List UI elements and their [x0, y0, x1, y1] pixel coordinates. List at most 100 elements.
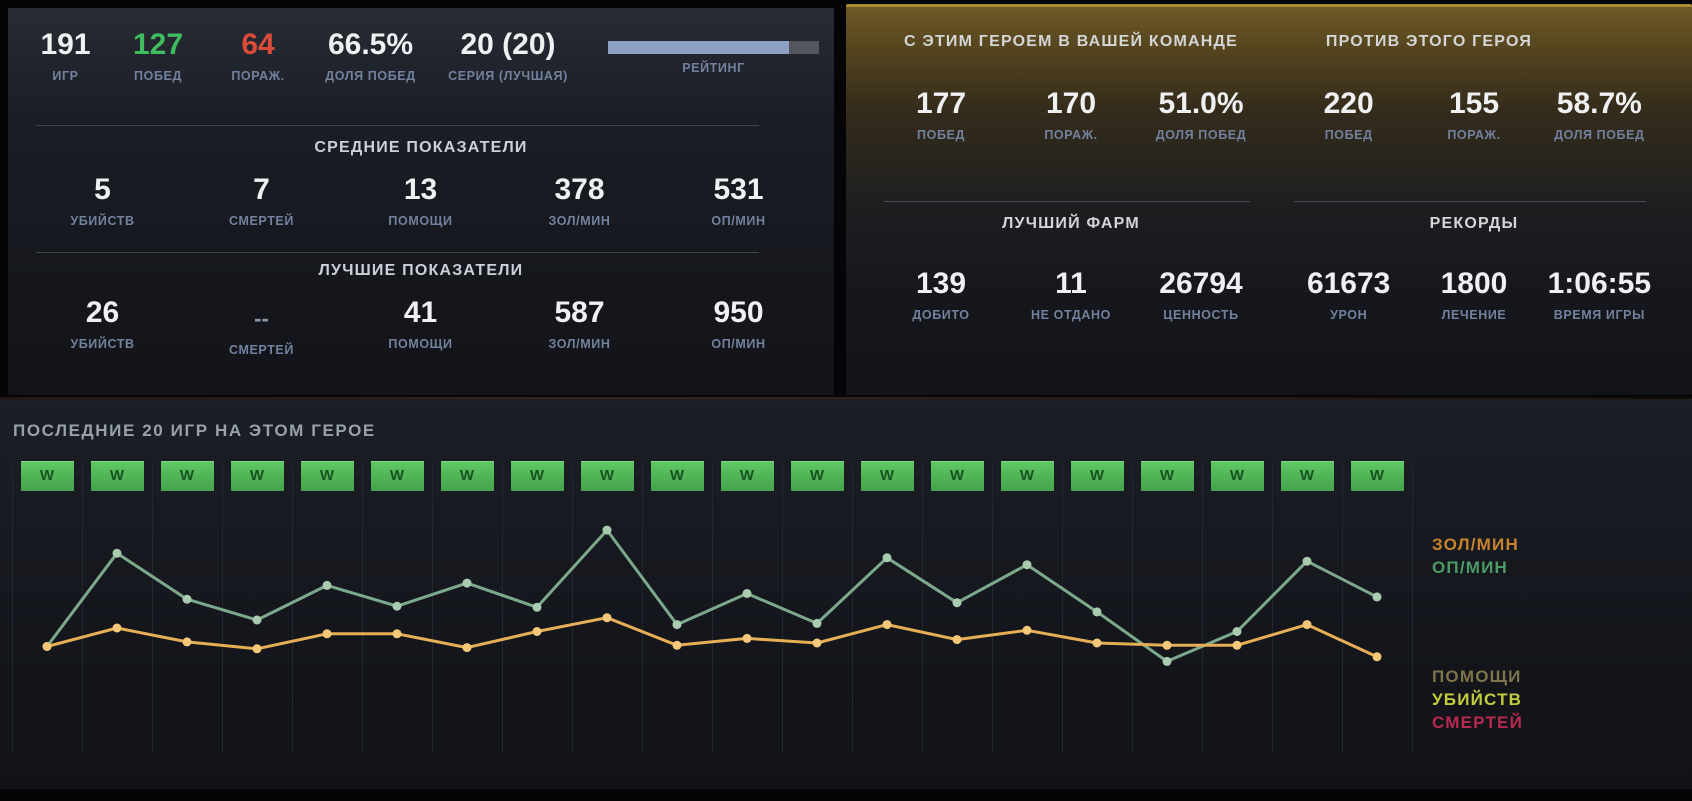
stat-games: 191 ИГР — [23, 28, 108, 83]
stat-label: ДОЛЯ ПОБЕД — [325, 69, 416, 83]
win-box[interactable]: W — [300, 461, 354, 491]
series-point — [602, 613, 612, 623]
divider — [36, 125, 759, 126]
series-point — [392, 629, 402, 639]
stat-avg-assists: 13 ПОМОЩИ — [388, 173, 453, 228]
win-box[interactable]: W — [440, 461, 494, 491]
series-point — [602, 525, 612, 535]
series-point — [252, 615, 262, 625]
win-box[interactable]: W — [160, 461, 214, 491]
win-box[interactable]: W — [230, 461, 284, 491]
stat-value: 127 — [132, 28, 184, 61]
series-point — [1302, 556, 1312, 566]
chart-legend-bottom: ПОМОЩИ УБИЙСТВ СМЕРТЕЙ — [1432, 665, 1523, 734]
stat-lasthits: 139 ДОБИТО — [912, 267, 970, 322]
series-line-ЗОЛ/МИН — [46, 616, 1378, 659]
win-box[interactable]: W — [1140, 461, 1194, 491]
stat-against-wins: 220 ПОБЕД — [1323, 87, 1374, 142]
win-box[interactable]: W — [790, 461, 844, 491]
divider — [36, 252, 759, 253]
against-hero-title: ПРОТИВ ЭТОГО ГЕРОЯ — [1325, 33, 1533, 50]
series-point — [462, 643, 472, 653]
win-box[interactable]: W — [1000, 461, 1054, 491]
series-point — [532, 627, 542, 636]
stat-avg-kills: 5 УБИЙСТВ — [70, 173, 135, 228]
stat-duration: 1:06:55 ВРЕМЯ ИГРЫ — [1547, 267, 1652, 322]
series-point — [1092, 607, 1102, 617]
stat-winrate: 66.5% ДОЛЯ ПОБЕД — [308, 28, 433, 83]
series-point — [1092, 638, 1102, 648]
hero-summary-panel: 191 ИГР 127 ПОБЕД 64 ПОРАЖ. 66.5% ДОЛЯ П… — [8, 8, 834, 395]
stat-against-losses: 155 ПОРАЖ. — [1447, 87, 1501, 142]
series-point — [952, 635, 962, 645]
win-box[interactable]: W — [650, 461, 704, 491]
stat-value: 66.5% — [327, 28, 414, 61]
best-row: 26 УБИЙСТВ -- СМЕРТЕЙ 41 ПОМОЩИ 587 ЗОЛ/… — [23, 296, 819, 357]
series-point — [182, 594, 192, 604]
legend-kills: УБИЙСТВ — [1432, 690, 1523, 709]
stat-value: 191 — [40, 28, 91, 61]
win-box[interactable]: W — [370, 461, 424, 491]
matchup-panel: С ЭТИМ ГЕРОЕМ В ВАШЕЙ КОМАНДЕ 177 ПОБЕД … — [846, 4, 1692, 395]
win-box[interactable]: W — [90, 461, 144, 491]
performance-chart — [12, 461, 1413, 752]
stat-label: ПОБЕД — [134, 69, 182, 83]
with-hero-title: С ЭТИМ ГЕРОЕМ В ВАШЕЙ КОМАНДЕ — [903, 33, 1239, 50]
stat-with-losses: 170 ПОРАЖ. — [1044, 87, 1098, 142]
stat-healing: 1800 ЛЕЧЕНИЕ — [1440, 267, 1508, 322]
win-box[interactable]: W — [510, 461, 564, 491]
section-title-averages: СРЕДНИЕ ПОКАЗАТЕЛИ — [314, 139, 528, 156]
stat-losses: 64 ПОРАЖ. — [208, 28, 308, 83]
legend-deaths: СМЕРТЕЙ — [1432, 713, 1524, 732]
win-box[interactable]: W — [1070, 461, 1124, 491]
stat-avg-deaths: 7 СМЕРТЕЙ — [229, 173, 294, 228]
stat-avg-xpm: 531 ОП/МИН — [711, 173, 766, 228]
stat-best-xpm: 950 ОП/МИН — [711, 296, 766, 351]
averages-row: 5 УБИЙСТВ 7 СМЕРТЕЙ 13 ПОМОЩИ 378 ЗОЛ/МИ… — [23, 173, 819, 228]
series-point — [672, 620, 682, 630]
stat-best-assists: 41 ПОМОЩИ — [388, 296, 453, 351]
series-point — [812, 618, 822, 628]
legend-xpm: ОП/МИН — [1432, 558, 1509, 577]
series-point — [1232, 627, 1242, 636]
series-point — [1372, 592, 1382, 602]
rating-label: РЕЙТИНГ — [682, 61, 745, 75]
win-box[interactable]: W — [580, 461, 634, 491]
series-point — [1162, 656, 1172, 666]
series-point — [392, 601, 402, 611]
series-point — [322, 580, 332, 590]
series-point — [672, 640, 682, 650]
summary-row: 191 ИГР 127 ПОБЕД 64 ПОРАЖ. 66.5% ДОЛЯ П… — [23, 28, 819, 83]
series-point — [742, 633, 752, 643]
stat-value: 64 — [241, 28, 275, 61]
series-point — [112, 623, 122, 633]
stat-damage: 61673 УРОН — [1306, 267, 1391, 322]
win-box[interactable]: W — [20, 461, 74, 491]
stat-label: СЕРИЯ (ЛУЧШАЯ) — [448, 69, 568, 83]
series-point — [322, 629, 332, 639]
series-point — [1232, 640, 1242, 650]
stat-label: ИГР — [52, 69, 79, 83]
recent-games-title: ПОСЛЕДНИЕ 20 ИГР НА ЭТОМ ГЕРОЕ — [13, 421, 376, 440]
stat-with-wins: 177 ПОБЕД — [915, 87, 967, 142]
win-box[interactable]: W — [720, 461, 774, 491]
stat-value: 20 (20) — [460, 28, 556, 61]
series-line-ОП/МИН — [45, 528, 1378, 663]
stat-best-deaths: -- СМЕРТЕЙ — [229, 306, 294, 357]
win-box[interactable]: W — [1350, 461, 1404, 491]
win-box[interactable]: W — [930, 461, 984, 491]
stat-best-kills: 26 УБИЙСТВ — [70, 296, 135, 351]
stat-streak: 20 (20) СЕРИЯ (ЛУЧШАЯ) — [433, 28, 583, 83]
win-box[interactable]: W — [860, 461, 914, 491]
legend-assists: ПОМОЩИ — [1432, 667, 1522, 686]
win-box[interactable]: W — [1210, 461, 1264, 491]
series-point — [1372, 652, 1382, 662]
stat-with-winrate: 51.0% ДОЛЯ ПОБЕД — [1155, 87, 1247, 142]
stat-best-gpm: 587 ЗОЛ/МИН — [548, 296, 611, 351]
stat-against-winrate: 58.7% ДОЛЯ ПОБЕД — [1554, 87, 1645, 142]
stat-label: ПОРАЖ. — [231, 69, 285, 83]
win-box[interactable]: W — [1280, 461, 1334, 491]
divider — [884, 201, 1250, 202]
rating-progress-fill — [608, 41, 790, 54]
rating-progress-bar — [608, 41, 819, 54]
